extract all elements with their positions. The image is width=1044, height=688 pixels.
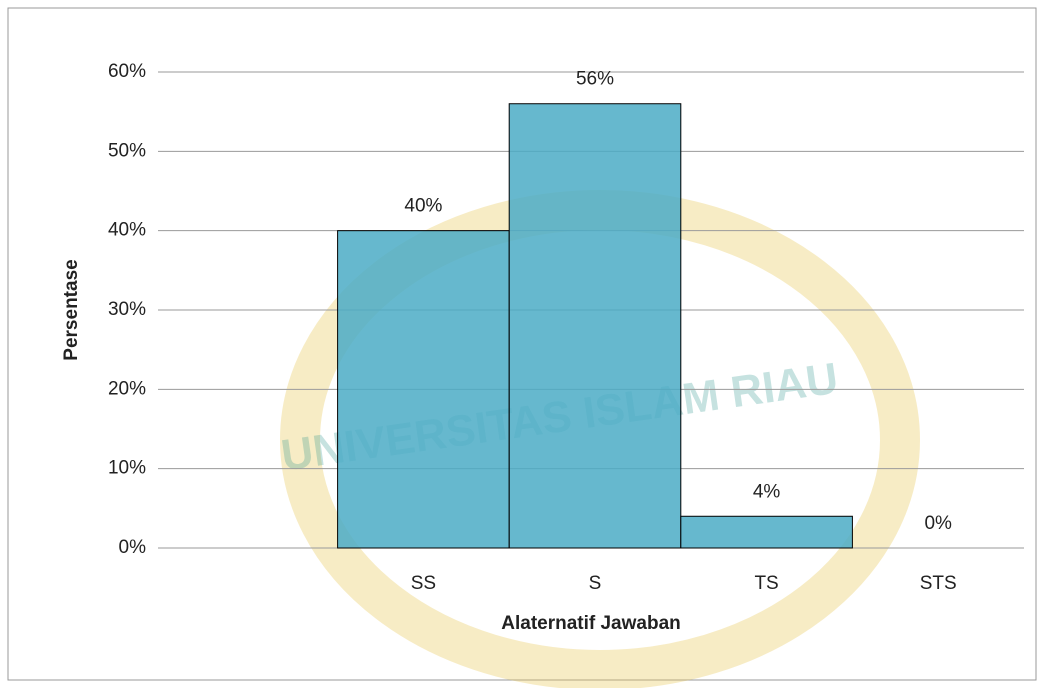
x-axis-title: Alaternatif Jawaban — [501, 613, 681, 634]
y-axis-title: Persentase — [61, 259, 82, 360]
y-tick-label: 40% — [108, 220, 146, 241]
y-tick-label: 20% — [108, 378, 146, 399]
y-tick-label: 50% — [108, 140, 146, 161]
x-tick-label: STS — [920, 573, 957, 594]
y-tick-label: 30% — [108, 299, 146, 320]
value-label: 4% — [753, 481, 781, 502]
value-label: 0% — [924, 513, 952, 534]
y-tick-label: 0% — [119, 537, 147, 558]
y-tick-label: 60% — [108, 61, 146, 82]
x-tick-label: S — [589, 573, 602, 594]
x-tick-label: SS — [411, 573, 436, 594]
y-tick-label: 10% — [108, 458, 146, 479]
value-label: 40% — [404, 196, 442, 217]
bar — [508, 103, 682, 549]
bar — [337, 230, 510, 549]
x-tick-label: TS — [754, 573, 778, 594]
value-label: 56% — [576, 69, 614, 90]
bar — [680, 515, 853, 549]
